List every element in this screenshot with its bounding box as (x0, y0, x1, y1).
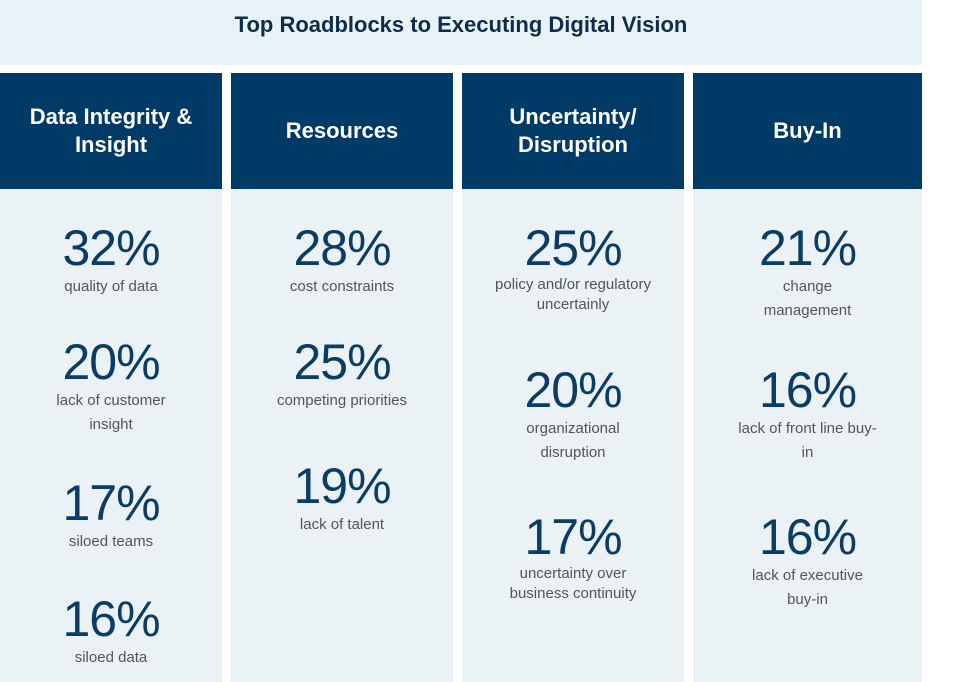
stat: 25% competing priorities (231, 337, 453, 413)
stat-value: 20% (524, 362, 622, 418)
stat: 28% cost constraints (231, 223, 453, 299)
stat-value: 25% (524, 220, 622, 276)
stat-value: 32% (62, 220, 160, 276)
stat-value: 17% (62, 475, 160, 531)
stat-label: lack of customer insight (56, 392, 166, 433)
column-heading: Uncertainty/ Disruption (462, 73, 684, 189)
stat-label: lack of executive buy-in (752, 567, 863, 608)
column-heading: Resources (231, 73, 453, 189)
stat: 25% policy and/or regulatory uncertainly (462, 223, 684, 315)
column-heading: Data Integrity & Insight (0, 73, 222, 189)
stat-value: 17% (524, 509, 622, 565)
stat: 16% siloed data (0, 594, 222, 670)
stat-value: 28% (293, 220, 391, 276)
stat-label: policy and/or regulatory uncertainly (495, 276, 651, 313)
stat-label: uncertainty over business continuity (509, 565, 637, 602)
stat: 17% siloed teams (0, 478, 222, 554)
title-banner: Top Roadblocks to Executing Digital Visi… (0, 0, 922, 65)
column-uncertainty: Uncertainty/ Disruption 25% policy and/or… (462, 73, 684, 682)
stat-label: lack of front line buy-in (738, 420, 877, 461)
stat: 21% change management (693, 223, 922, 323)
stat: 32% quality of data (0, 223, 222, 299)
stat-label: lack of talent (299, 516, 385, 533)
stat-value: 25% (293, 334, 391, 390)
stat-value: 21% (758, 220, 857, 276)
stat-label: quality of data (64, 278, 158, 295)
stat-value: 16% (758, 509, 857, 565)
stat-label: siloed teams (68, 533, 154, 550)
stat: 20% organizational disruption (462, 365, 684, 465)
stat-value: 19% (293, 458, 391, 514)
column-data-integrity: Data Integrity & Insight 32% quality of d… (0, 73, 222, 682)
stat-label: siloed data (74, 649, 148, 666)
stat: 16% lack of front line buy-in (693, 365, 922, 465)
stat: 20% lack of customer insight (0, 337, 222, 437)
stat-label: competing priorities (276, 392, 408, 409)
stat-value: 16% (62, 591, 160, 647)
stat: 17% uncertainty over business continuity (462, 512, 684, 604)
stat: 16% lack of executive buy-in (693, 512, 922, 612)
column-heading: Buy-In (693, 73, 922, 189)
stat-label: organizational disruption (526, 420, 620, 461)
stat-label: change management (763, 278, 852, 319)
stat: 19% lack of talent (231, 461, 453, 537)
stat-value: 20% (62, 334, 160, 390)
stat-label: cost constraints (289, 278, 395, 295)
page-title: Top Roadblocks to Executing Digital Visi… (234, 12, 688, 37)
stat-value: 16% (758, 362, 857, 418)
column-resources: Resources 28% cost constraints 25% competi… (231, 73, 453, 682)
column-buy-in: Buy-In 21% change management 16% lack of f… (693, 73, 922, 682)
